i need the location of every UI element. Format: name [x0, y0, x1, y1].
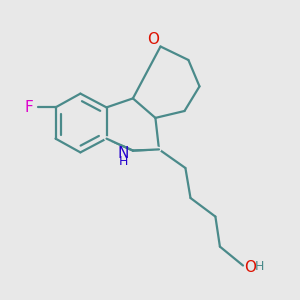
Text: O: O: [244, 260, 256, 274]
Text: N: N: [117, 146, 129, 160]
Text: H: H: [255, 260, 264, 274]
Text: H: H: [118, 155, 128, 168]
Text: O: O: [147, 32, 159, 46]
Text: F: F: [25, 100, 34, 115]
